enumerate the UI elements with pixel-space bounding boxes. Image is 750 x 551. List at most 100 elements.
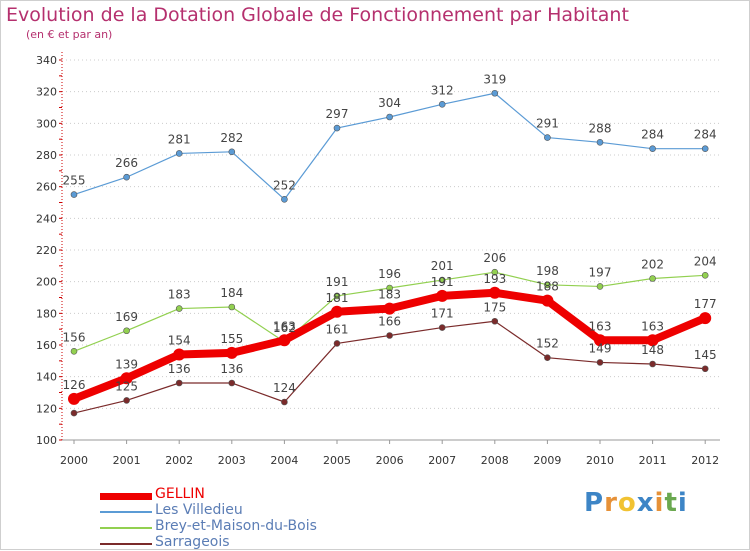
data-label: 175 [483,300,506,314]
data-point [123,327,130,335]
data-label: 162 [273,321,296,335]
data-label: 152 [536,337,559,351]
data-label: 163 [589,319,612,333]
data-point [175,379,183,387]
data-point [596,139,604,146]
data-point [491,317,499,325]
data-label: 204 [694,254,717,268]
data-label: 191 [326,275,349,289]
data-label: 297 [326,107,349,121]
data-label: 291 [536,117,559,131]
data-point [438,324,446,331]
data-point [701,145,709,152]
y-tick-label: 320 [36,86,57,99]
data-label: 282 [220,131,243,145]
data-point [281,398,288,406]
y-tick-label: 160 [36,339,57,352]
data-point [383,302,396,315]
data-label: 145 [694,348,717,362]
x-tick-label: 2007 [428,454,456,467]
x-tick-label: 2000 [60,454,88,467]
data-point [386,284,393,292]
data-label: 304 [378,96,401,110]
x-tick-label: 2003 [218,454,246,467]
data-point [488,286,501,299]
legend-label: Les Villedieu [155,502,243,518]
x-tick-label: 2008 [481,454,509,467]
data-label: 166 [378,315,401,329]
data-label: 136 [168,362,191,376]
data-label: 125 [115,379,138,393]
legend-swatch [100,527,152,529]
data-point [70,191,78,198]
legend-label: GELLIN [155,486,205,502]
y-tick-label: 140 [36,371,57,384]
data-label: 197 [589,265,612,279]
x-tick-label: 2005 [323,454,351,467]
data-label: 163 [273,319,296,333]
data-point [596,283,604,290]
data-label: 193 [483,272,506,286]
data-point [649,360,656,368]
chart-subtitle: (en € et par an) [26,28,113,41]
data-point [438,276,446,284]
data-point [491,89,499,97]
data-label: 136 [220,362,243,376]
data-point [596,359,604,366]
chart-title: Evolution de la Dotation Globale de Fonc… [6,4,629,26]
data-label: 171 [431,307,454,321]
data-point [701,365,709,373]
data-label: 156 [63,330,86,344]
data-label: 148 [641,343,664,357]
x-tick-label: 2006 [376,454,404,467]
data-point [699,312,712,325]
data-point [228,148,236,156]
y-tick-label: 340 [36,54,57,67]
legend-swatch [100,492,152,500]
y-tick-label: 200 [36,276,57,289]
x-tick-label: 2004 [270,454,298,467]
x-tick-label: 2002 [165,454,193,467]
data-label: 155 [220,332,243,346]
data-label: 154 [168,334,191,348]
data-point [123,173,130,181]
data-label: 184 [220,286,243,300]
data-point [70,348,78,355]
data-label: 139 [115,357,138,371]
data-point [68,392,80,405]
data-label: 266 [115,156,138,170]
data-point [331,305,343,318]
data-label: 183 [168,288,191,302]
data-point [333,124,341,132]
data-label: 288 [589,121,612,135]
data-point [646,334,659,347]
legend-label: Brey-et-Maison-du-Bois [155,518,317,534]
data-label: 284 [694,128,717,142]
y-tick-label: 180 [36,307,57,320]
x-tick-label: 2010 [586,454,614,467]
data-label: 255 [63,174,86,188]
y-tick-label: 260 [36,181,57,194]
proxiti-logo: Proxiti [584,488,688,518]
data-point [649,145,656,152]
data-label: 198 [536,264,559,278]
y-tick-label: 100 [36,434,57,447]
data-point [541,294,554,307]
data-label: 169 [115,310,138,324]
data-label: 196 [378,267,401,281]
data-label: 312 [431,83,454,97]
data-point [228,303,236,311]
data-point [701,272,709,279]
data-point [438,101,446,108]
data-label: 183 [378,288,401,302]
data-point [175,150,183,157]
data-label: 161 [326,322,349,336]
data-label: 281 [168,132,191,146]
data-point [436,289,449,302]
data-point [544,281,551,289]
data-point [333,340,341,347]
data-label: 188 [536,280,559,294]
legend-label: Sarrageois [155,534,230,550]
legend-swatch [100,543,152,545]
data-point [333,292,341,300]
